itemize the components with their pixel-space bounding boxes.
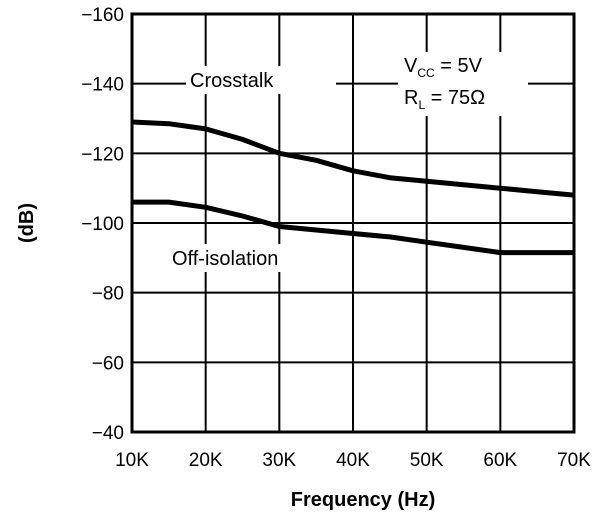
x-tick-label: 30K: [262, 450, 296, 471]
x-tick-label: 50K: [410, 450, 444, 471]
vcc-annotation: VCC = 5V: [404, 55, 483, 80]
series-label-off-isolation: Off-isolation: [172, 248, 278, 270]
series-lines: [131, 119, 575, 256]
y-tick-label: −120: [81, 144, 124, 165]
series-label-crosstalk: Crosstalk: [190, 70, 274, 92]
plot-frame: [130, 12, 576, 434]
crosstalk-label-halo: [186, 66, 336, 94]
y-tick-label: −60: [92, 353, 124, 374]
off-isolation-label-halo: [168, 244, 318, 272]
y-tick-label: −160: [81, 5, 124, 26]
x-tick-label: 10K: [115, 450, 149, 471]
x-tick-label: 40K: [336, 450, 370, 471]
x-tick-labels: 10K 20K 30K 40K 50K 60K 70K: [115, 450, 591, 471]
y-tick-label: −80: [92, 284, 124, 305]
conditions-halo: [398, 52, 528, 116]
y-tick-label: −100: [81, 214, 124, 235]
y-tick-label: −140: [81, 75, 124, 96]
rl-annotation: RL = 75Ω: [404, 87, 485, 112]
series-line-off-isolation: [132, 199, 574, 256]
x-tick-label: 20K: [189, 450, 223, 471]
y-axis-title: (dB): [16, 203, 38, 243]
y-tick-label: −40: [92, 423, 124, 444]
x-tick-label: 70K: [557, 450, 591, 471]
x-tick-label: 60K: [483, 450, 517, 471]
series-line-crosstalk: [131, 119, 575, 198]
y-tick-labels: −40 −60 −80 −100 −120 −140 −160: [81, 5, 124, 444]
x-axis-title: Frequency (Hz): [291, 489, 435, 511]
